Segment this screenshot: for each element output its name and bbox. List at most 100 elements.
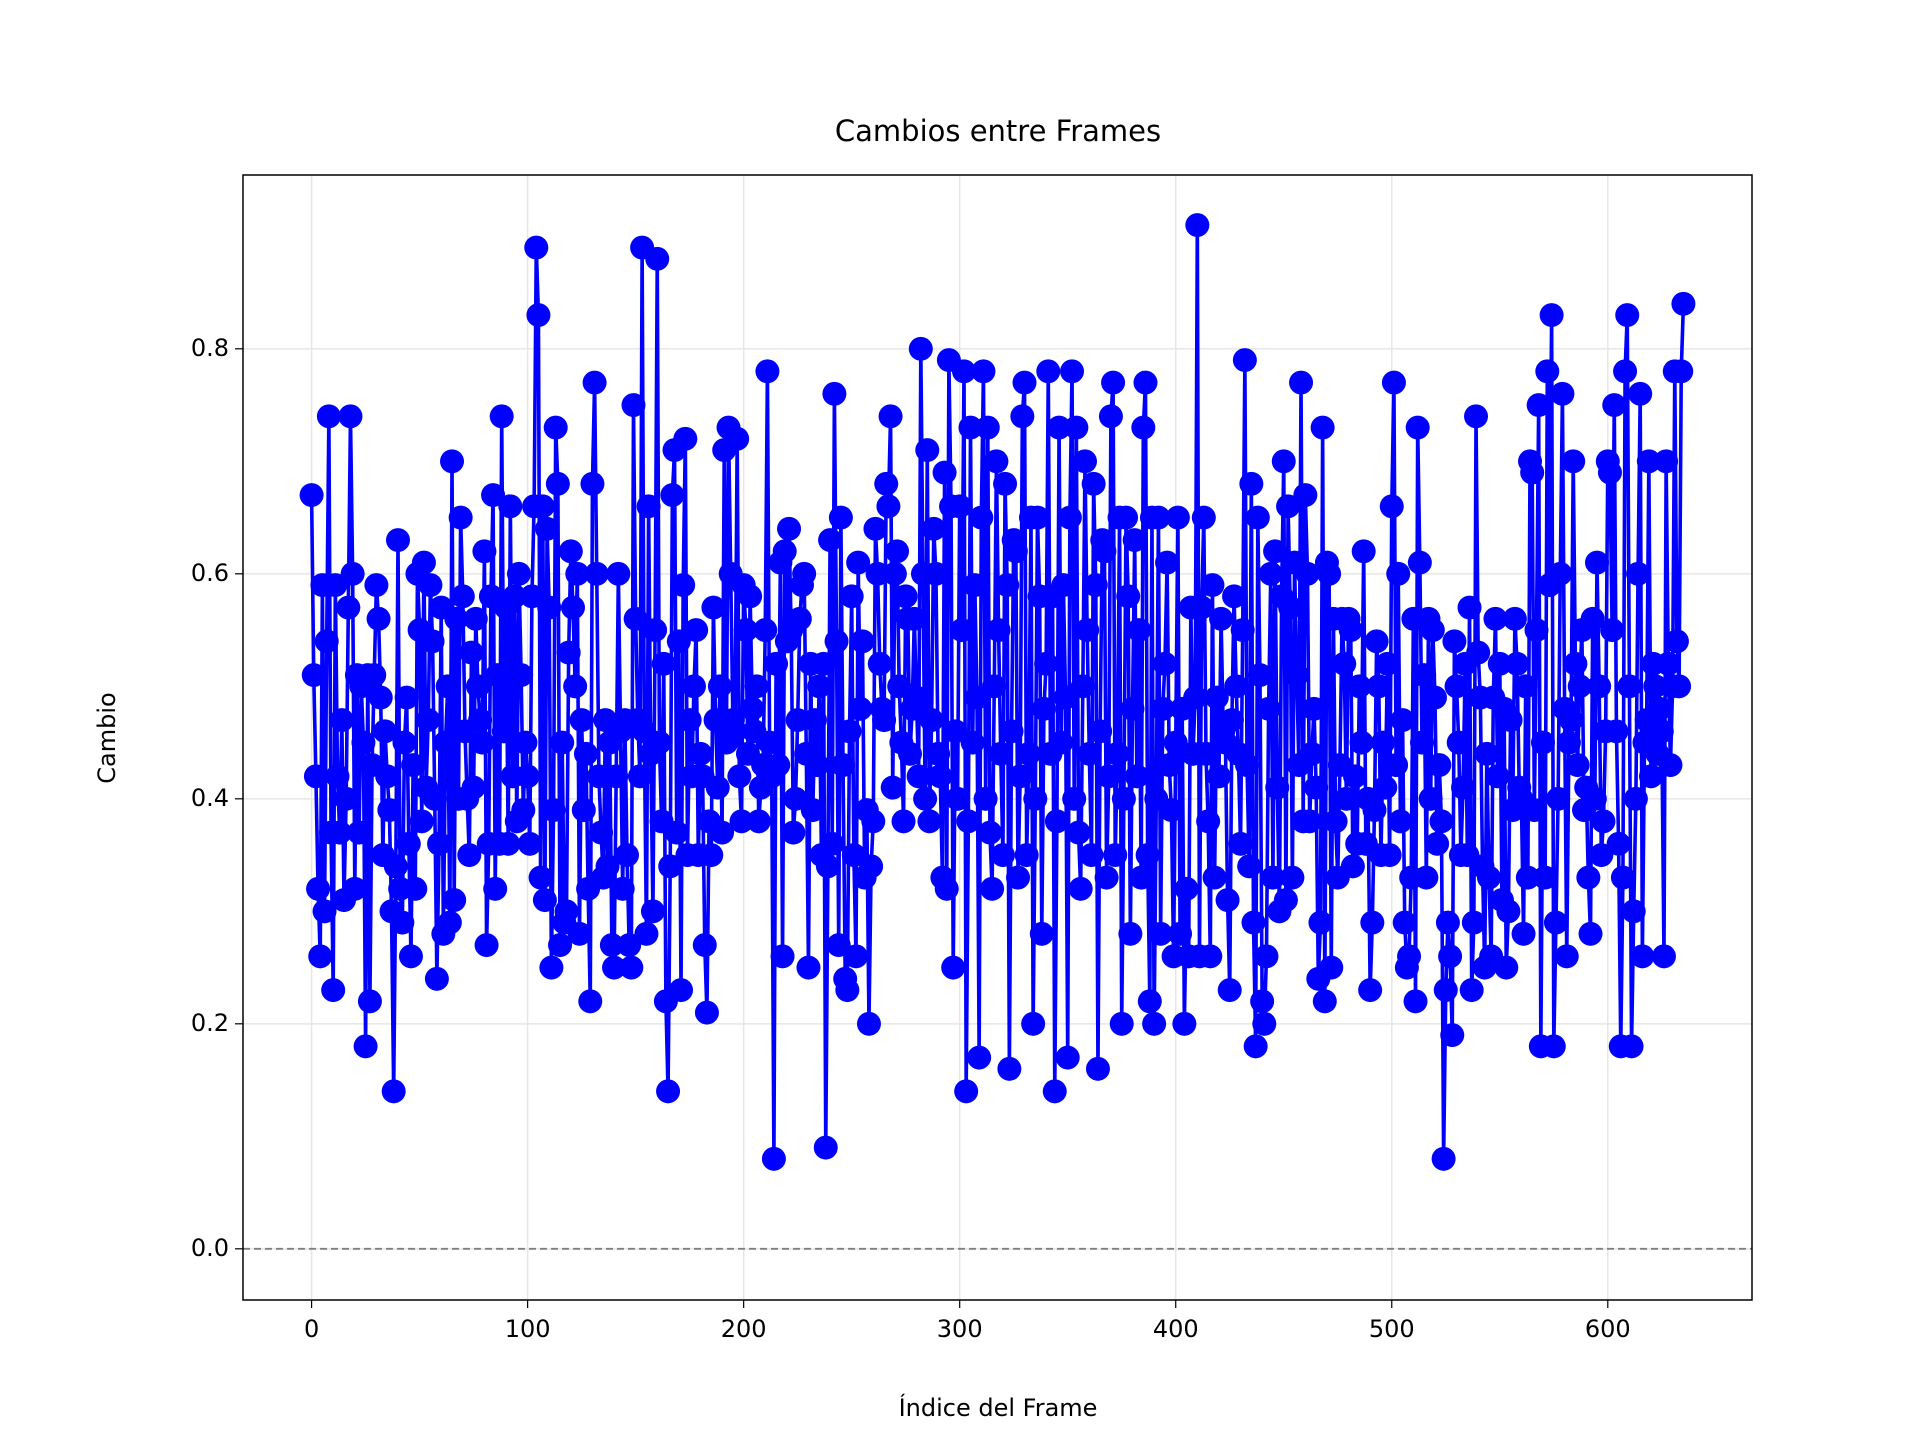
data-point — [1165, 505, 1190, 530]
data-point — [1051, 573, 1076, 598]
data-point — [1589, 843, 1614, 868]
data-point — [1651, 944, 1676, 969]
data-point — [1440, 1023, 1465, 1048]
data-point — [1431, 1146, 1456, 1171]
data-point — [1364, 629, 1389, 654]
data-point — [1079, 843, 1104, 868]
data-point — [314, 629, 339, 654]
data-point — [887, 674, 912, 699]
data-point — [865, 561, 890, 586]
data-point — [1243, 1034, 1268, 1059]
data-point — [1222, 584, 1247, 609]
data-point — [1209, 606, 1234, 631]
x-tick-label: 400 — [1153, 1315, 1199, 1343]
data-point — [401, 753, 426, 778]
data-point — [541, 798, 566, 823]
data-point — [599, 933, 624, 958]
data-point — [1245, 505, 1270, 530]
data-point — [1429, 809, 1454, 834]
data-point — [368, 685, 393, 710]
data-point — [1474, 741, 1499, 766]
data-point — [917, 809, 942, 834]
data-point — [1626, 561, 1651, 586]
data-point — [1250, 989, 1275, 1014]
data-point — [1526, 393, 1551, 418]
data-point — [560, 595, 585, 620]
data-point — [1444, 674, 1469, 699]
data-point — [1232, 348, 1257, 373]
data-point — [1351, 539, 1376, 564]
data-point — [526, 303, 551, 328]
data-point — [515, 764, 540, 789]
data-point — [1118, 921, 1143, 946]
data-point — [299, 483, 324, 508]
data-point — [658, 854, 683, 879]
data-point — [1008, 764, 1033, 789]
data-point — [733, 618, 758, 643]
data-point — [1446, 730, 1471, 755]
data-point — [1511, 921, 1536, 946]
data-point — [1012, 370, 1037, 395]
data-point — [1133, 370, 1158, 395]
data-point — [474, 933, 499, 958]
data-point — [1230, 618, 1255, 643]
data-point — [956, 809, 981, 834]
data-point — [1191, 505, 1216, 530]
data-point — [1621, 899, 1646, 924]
data-point — [723, 719, 748, 744]
data-point — [744, 674, 769, 699]
y-tick-label: 0.2 — [191, 1009, 229, 1037]
data-point — [1202, 865, 1227, 890]
data-point — [1533, 865, 1558, 890]
data-point — [1016, 741, 1041, 766]
data-point — [1459, 978, 1484, 1003]
data-point — [928, 764, 953, 789]
data-point — [792, 561, 817, 586]
data-point — [1006, 865, 1031, 890]
data-point — [634, 921, 659, 946]
data-point — [867, 651, 892, 676]
data-point — [1390, 708, 1415, 733]
data-point — [770, 944, 795, 969]
data-point — [861, 809, 886, 834]
data-point — [1515, 865, 1540, 890]
data-point — [1265, 775, 1290, 800]
data-point — [995, 573, 1020, 598]
data-point — [383, 854, 408, 879]
data-point — [699, 843, 724, 868]
data-point — [1200, 573, 1225, 598]
data-point — [1023, 786, 1048, 811]
data-point — [580, 471, 605, 496]
data-point — [1610, 865, 1635, 890]
data-point — [1433, 978, 1458, 1003]
data-point — [1129, 865, 1154, 890]
data-point — [1502, 606, 1527, 631]
data-point — [1600, 618, 1625, 643]
data-point — [934, 876, 959, 901]
data-point — [1498, 708, 1523, 733]
data-point — [904, 685, 929, 710]
data-point — [1217, 978, 1242, 1003]
data-point — [710, 820, 735, 845]
y-tick-label: 0.8 — [191, 334, 229, 362]
data-point — [1535, 359, 1560, 384]
data-point — [1615, 303, 1640, 328]
data-point — [1152, 651, 1177, 676]
data-point — [1613, 359, 1638, 384]
data-point — [1373, 775, 1398, 800]
data-point — [1254, 944, 1279, 969]
y-axis-label: Cambio — [93, 692, 121, 783]
data-point — [1543, 910, 1568, 935]
data-point — [1085, 1056, 1110, 1081]
data-point — [1062, 786, 1087, 811]
data-point — [301, 663, 326, 688]
data-point — [1442, 629, 1467, 654]
data-point — [357, 989, 382, 1014]
data-point — [1083, 573, 1108, 598]
data-point — [1414, 865, 1439, 890]
data-point — [1237, 854, 1262, 879]
data-point — [1297, 809, 1322, 834]
data-point — [975, 415, 1000, 440]
data-point — [1377, 843, 1402, 868]
data-point — [1116, 584, 1141, 609]
